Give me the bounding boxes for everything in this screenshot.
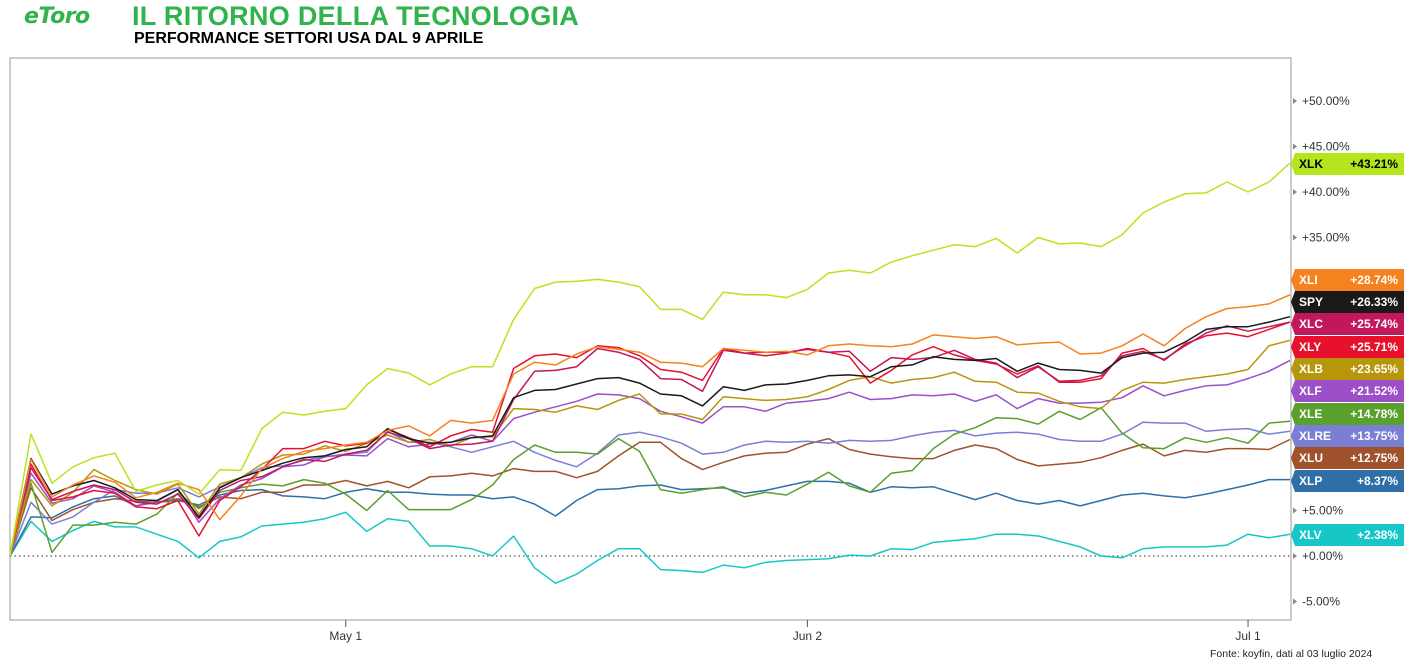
series-line-xlv [9,511,1291,585]
value-tag-bg [1291,269,1404,291]
y-tick-label: +0.00% [1302,549,1343,563]
y-tick-label: -5.00% [1302,595,1340,609]
chart-subtitle: PERFORMANCE SETTORI USA DAL 9 APRILE [134,30,484,47]
series-line-spy [9,315,1291,557]
value-tag-value: +43.21% [1350,157,1398,171]
value-tag-spy: SPY +26.33% [1291,291,1404,313]
series-line-xli [9,294,1291,557]
y-tick-label: +5.00% [1302,504,1343,518]
y-tick-marker [1293,234,1297,241]
y-tick-marker [1293,189,1297,195]
y-tick-label: +35.00% [1302,231,1350,245]
x-tick-label: May 1 [329,629,362,643]
y-tick-label: +40.00% [1302,185,1350,199]
value-tag-ticker: XLRE [1299,429,1331,443]
value-tag-xle: XLE +14.78% [1291,403,1404,425]
chart-title: IL RITORNO DELLA TECNOLOGIA [132,1,580,31]
y-tick-label: +50.00% [1302,94,1350,108]
value-tag-value: +12.75% [1350,451,1398,465]
y-tick-marker [1293,507,1297,514]
value-tag-value: +25.71% [1350,340,1398,354]
value-tag-ticker: XLB [1299,362,1323,376]
value-tag-xlc: XLC +25.74% [1291,313,1404,335]
value-tag-value: +13.75% [1350,429,1398,443]
value-tag-ticker: XLU [1299,451,1323,465]
y-tick-label: +45.00% [1302,140,1350,154]
value-tag-value: +8.37% [1357,474,1398,488]
value-tag-bg [1291,313,1404,335]
value-tag-ticker: XLY [1299,340,1321,354]
series-line-xly [9,321,1291,557]
series-line-xle [9,406,1291,557]
y-tick-marker [1293,598,1297,605]
value-tag-xlp: XLP +8.37% [1291,470,1404,492]
series-line-xlk [9,162,1291,557]
value-tag-ticker: SPY [1299,295,1323,309]
value-tag-xlb: XLB +23.65% [1291,358,1404,380]
value-tag-value: +28.74% [1350,273,1398,287]
x-tick-label: Jul 1 [1235,629,1261,643]
value-tag-bg [1291,153,1404,175]
value-tag-bg [1291,403,1404,425]
series-lines [9,162,1291,585]
value-tag-bg [1291,380,1404,402]
y-axis: -5.00% +0.00% +5.00% +35.00% +40.00% +45.00% +… [1293,94,1350,609]
value-tag-ticker: XLV [1299,528,1321,542]
value-tag-ticker: XLC [1299,317,1323,331]
value-tag-bg [1291,425,1404,447]
value-tag-xlv: XLV +2.38% [1291,524,1404,546]
x-axis: May 1 Jun 2 Jul 1 [329,620,1261,643]
value-tag-bg [1291,470,1404,492]
value-tag-ticker: XLK [1299,157,1323,171]
value-tag-bg [1291,358,1404,380]
value-tag-value: +2.38% [1357,528,1398,542]
series-line-xlp [9,478,1290,557]
series-line-xlre [9,421,1291,557]
series-line-xlu [9,437,1291,557]
value-tag-ticker: XLF [1299,384,1322,398]
value-tag-value: +14.78% [1350,407,1398,421]
x-tick-label: Jun 2 [793,629,823,643]
source-note: Fonte: koyfin, dati al 03 luglio 2024 [1210,648,1373,660]
value-tag-ticker: XLI [1299,273,1318,287]
value-tag-value: +23.65% [1350,362,1398,376]
value-tag-value: +21.52% [1350,384,1398,398]
value-tag-xlu: XLU +12.75% [1291,447,1404,469]
value-tag-xlf: XLF +21.52% [1291,380,1404,402]
value-tag-bg [1291,447,1404,469]
etoro-logo: eToro [24,4,90,29]
value-tag-bg [1291,524,1404,546]
value-tags: XLK +43.21% XLI +28.74% SPY +26.33% XLC +25.74%… [1291,153,1404,546]
value-tag-xlk: XLK +43.21% [1291,153,1404,175]
value-tag-xlre: XLRE +13.75% [1291,425,1404,447]
value-tag-value: +26.33% [1350,295,1398,309]
value-tag-value: +25.74% [1350,317,1398,331]
value-tag-ticker: XLE [1299,407,1322,421]
series-line-xlc [9,321,1291,557]
value-tag-xly: XLY +25.71% [1291,336,1404,358]
y-tick-marker [1293,553,1297,559]
y-tick-marker [1293,98,1297,104]
y-tick-marker [1293,143,1297,150]
value-tag-xli: XLI +28.74% [1291,269,1404,291]
value-tag-bg [1291,336,1404,358]
series-line-xlb [9,339,1291,557]
value-tag-bg [1291,291,1404,313]
value-tag-ticker: XLP [1299,474,1322,488]
plot-frame [9,57,1292,621]
